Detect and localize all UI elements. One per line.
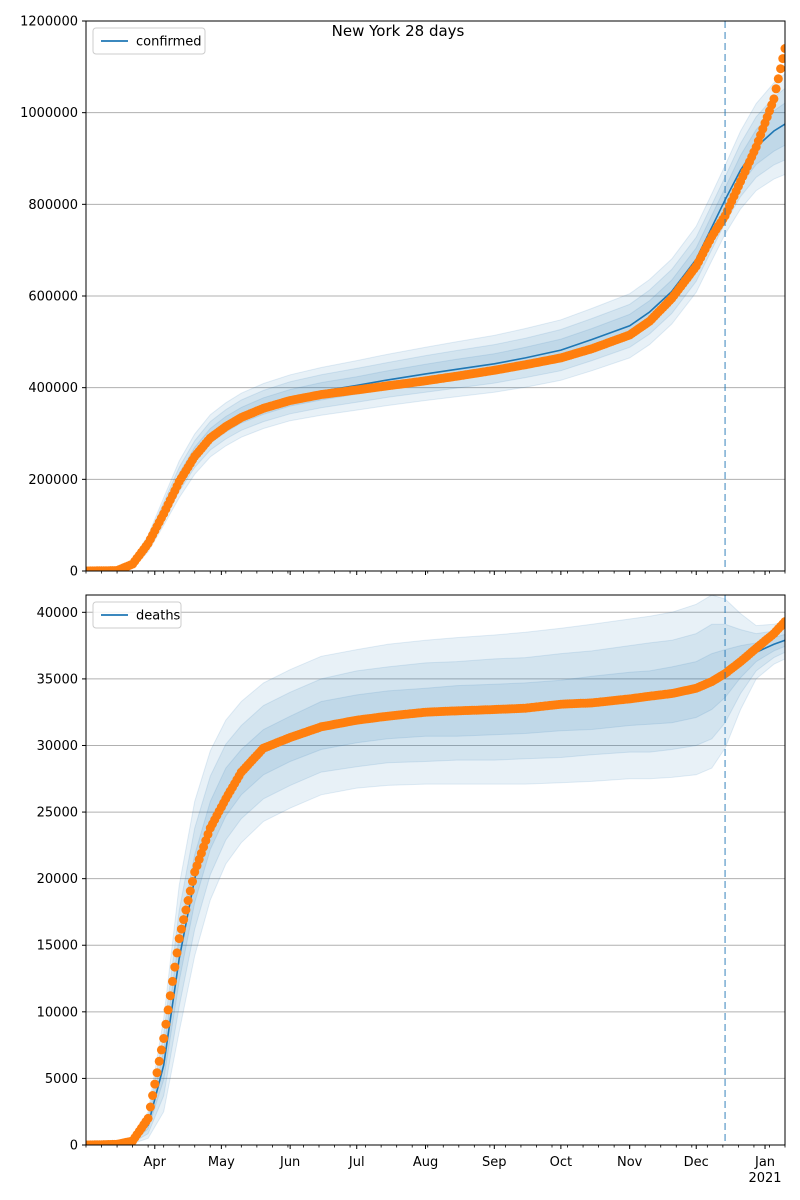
- y-tick-label: 40000: [37, 606, 78, 621]
- observed-point: [176, 924, 186, 934]
- y-tick-label: 15000: [37, 939, 78, 954]
- observed-point: [145, 1102, 155, 1112]
- y-tick-label: 800000: [28, 198, 78, 213]
- y-tick-label: 30000: [37, 739, 78, 754]
- observed-point: [168, 976, 177, 986]
- observed-point: [183, 896, 193, 905]
- observed-point: [172, 948, 182, 958]
- observed-point: [188, 877, 197, 886]
- legend-box: [92, 27, 206, 55]
- axes-frame: [85, 594, 786, 1146]
- observed-point: [154, 1056, 164, 1066]
- observed-point: [159, 1034, 169, 1043]
- uncertainty-band-outer: [86, 595, 785, 1145]
- x-tick-label: Jan: [754, 1155, 775, 1170]
- y-tick-label: 25000: [37, 806, 78, 821]
- observed-point: [152, 1068, 162, 1078]
- y-tick-label: 0: [70, 1139, 78, 1154]
- x-tick-label: Aug: [413, 1155, 438, 1170]
- observed-point: [780, 617, 785, 627]
- observed-point: [181, 905, 191, 915]
- y-tick-label: 600000: [28, 290, 78, 305]
- legend: confirmed: [92, 27, 206, 55]
- figure-title: New York 28 days: [332, 22, 465, 40]
- observed-point: [769, 94, 779, 104]
- x-tick-label: Nov: [617, 1155, 643, 1170]
- y-tick-label: 10000: [37, 1005, 78, 1020]
- legend-label: deaths: [136, 609, 181, 624]
- observed-point: [776, 64, 785, 74]
- y-tick-label: 20000: [37, 872, 78, 887]
- legend-box: [92, 601, 182, 629]
- y-tick-label: 1000000: [20, 106, 78, 121]
- plot-area: [86, 44, 785, 571]
- observed-point: [150, 1079, 160, 1089]
- observed-point: [174, 934, 184, 944]
- x-tick-label: Sep: [482, 1155, 507, 1170]
- x-tick-label: Apr: [144, 1155, 167, 1170]
- legend-label: confirmed: [136, 35, 202, 50]
- x-tick-label: May: [208, 1155, 235, 1170]
- y-tick-label: 5000: [45, 1072, 78, 1087]
- y-tick-label: 200000: [28, 473, 78, 488]
- observed-point: [165, 991, 175, 1001]
- plot-area: [86, 595, 785, 1145]
- observed-point: [778, 54, 785, 64]
- y-tick-label: 400000: [28, 381, 78, 396]
- observed-point: [143, 1113, 153, 1123]
- observed-point: [148, 1091, 158, 1100]
- x-tick-label: Jul: [348, 1155, 365, 1170]
- observed-point: [156, 1045, 166, 1055]
- y-tick-label: 0: [70, 565, 78, 580]
- observed-point: [163, 1005, 173, 1015]
- x-tick-label: Oct: [550, 1155, 572, 1170]
- observed-point: [179, 915, 189, 925]
- observed-point: [170, 962, 180, 972]
- y-tick-label: 1200000: [20, 15, 78, 30]
- confirmed-chart-panel: 0 200000 400000 600000 800000 1000000 1200000 c…: [20, 15, 786, 580]
- legend: deaths: [92, 601, 182, 629]
- x-year-label: 2021: [748, 1171, 781, 1186]
- deaths-chart-panel: 0 5000 10000 15000 20000 25000 30000 35000 40000…: [37, 594, 786, 1186]
- observed-point: [771, 84, 781, 94]
- observed-point: [780, 44, 785, 53]
- x-tick-label: Dec: [684, 1155, 709, 1170]
- observed-point: [185, 886, 195, 896]
- observed-point: [773, 74, 783, 84]
- observed-point: [161, 1019, 171, 1029]
- x-tick-label: Jun: [279, 1155, 300, 1170]
- y-tick-label: 35000: [37, 672, 78, 687]
- uncertainty-band-inner: [86, 633, 785, 1145]
